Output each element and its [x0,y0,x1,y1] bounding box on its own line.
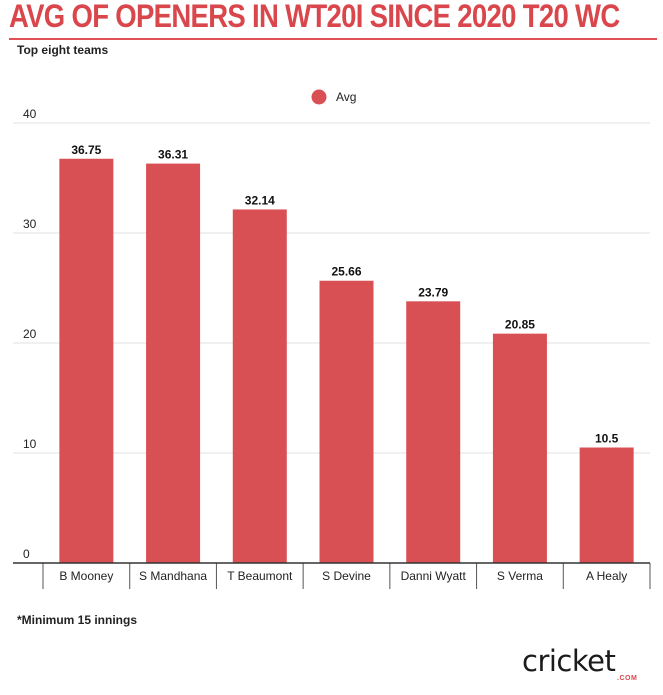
bar [146,163,201,563]
data-label: 36.31 [158,148,188,162]
y-tick-label: 0 [23,547,30,561]
bar-chart: 0 10 20 30 40 36.75 B Mooney 36.31 S Mandhana 32.… [13,89,651,589]
y-tick-label: 40 [23,107,37,121]
x-tick-label: S Verma [497,569,543,583]
x-tick-label: S Mandhana [139,569,207,583]
chart-subtitle: Top eight teams [17,43,109,57]
bar [319,280,374,563]
chart-title: AVG OF OPENERS IN WT20I SINCE 2020 T20 W… [9,0,620,34]
bar [579,447,634,563]
data-label: 25.66 [331,265,361,279]
brand-logo: cricket [522,644,616,678]
x-tick-label: B Mooney [59,569,113,583]
y-tick-label: 20 [23,327,37,341]
bar [406,301,461,563]
data-label: 10.5 [595,432,619,446]
footnote: *Minimum 15 innings [17,613,138,627]
data-label: 20.85 [505,318,535,332]
legend-label: Avg [336,90,356,104]
title-underline [9,38,657,40]
data-label: 32.14 [245,193,275,207]
x-tick-label: Danni Wyatt [401,569,467,583]
brand-logo-sub: .COM [617,675,638,682]
data-label: 23.79 [418,285,448,299]
y-tick-label: 10 [23,437,37,451]
data-label: 36.75 [71,143,101,157]
x-tick-label: T Beaumont [227,569,293,583]
bar [232,209,287,563]
y-tick-label: 30 [23,217,37,231]
x-tick-label: S Devine [322,569,371,583]
legend-marker [311,89,327,105]
x-tick-label: A Healy [586,569,627,583]
bar [59,158,114,563]
bar [492,333,547,563]
